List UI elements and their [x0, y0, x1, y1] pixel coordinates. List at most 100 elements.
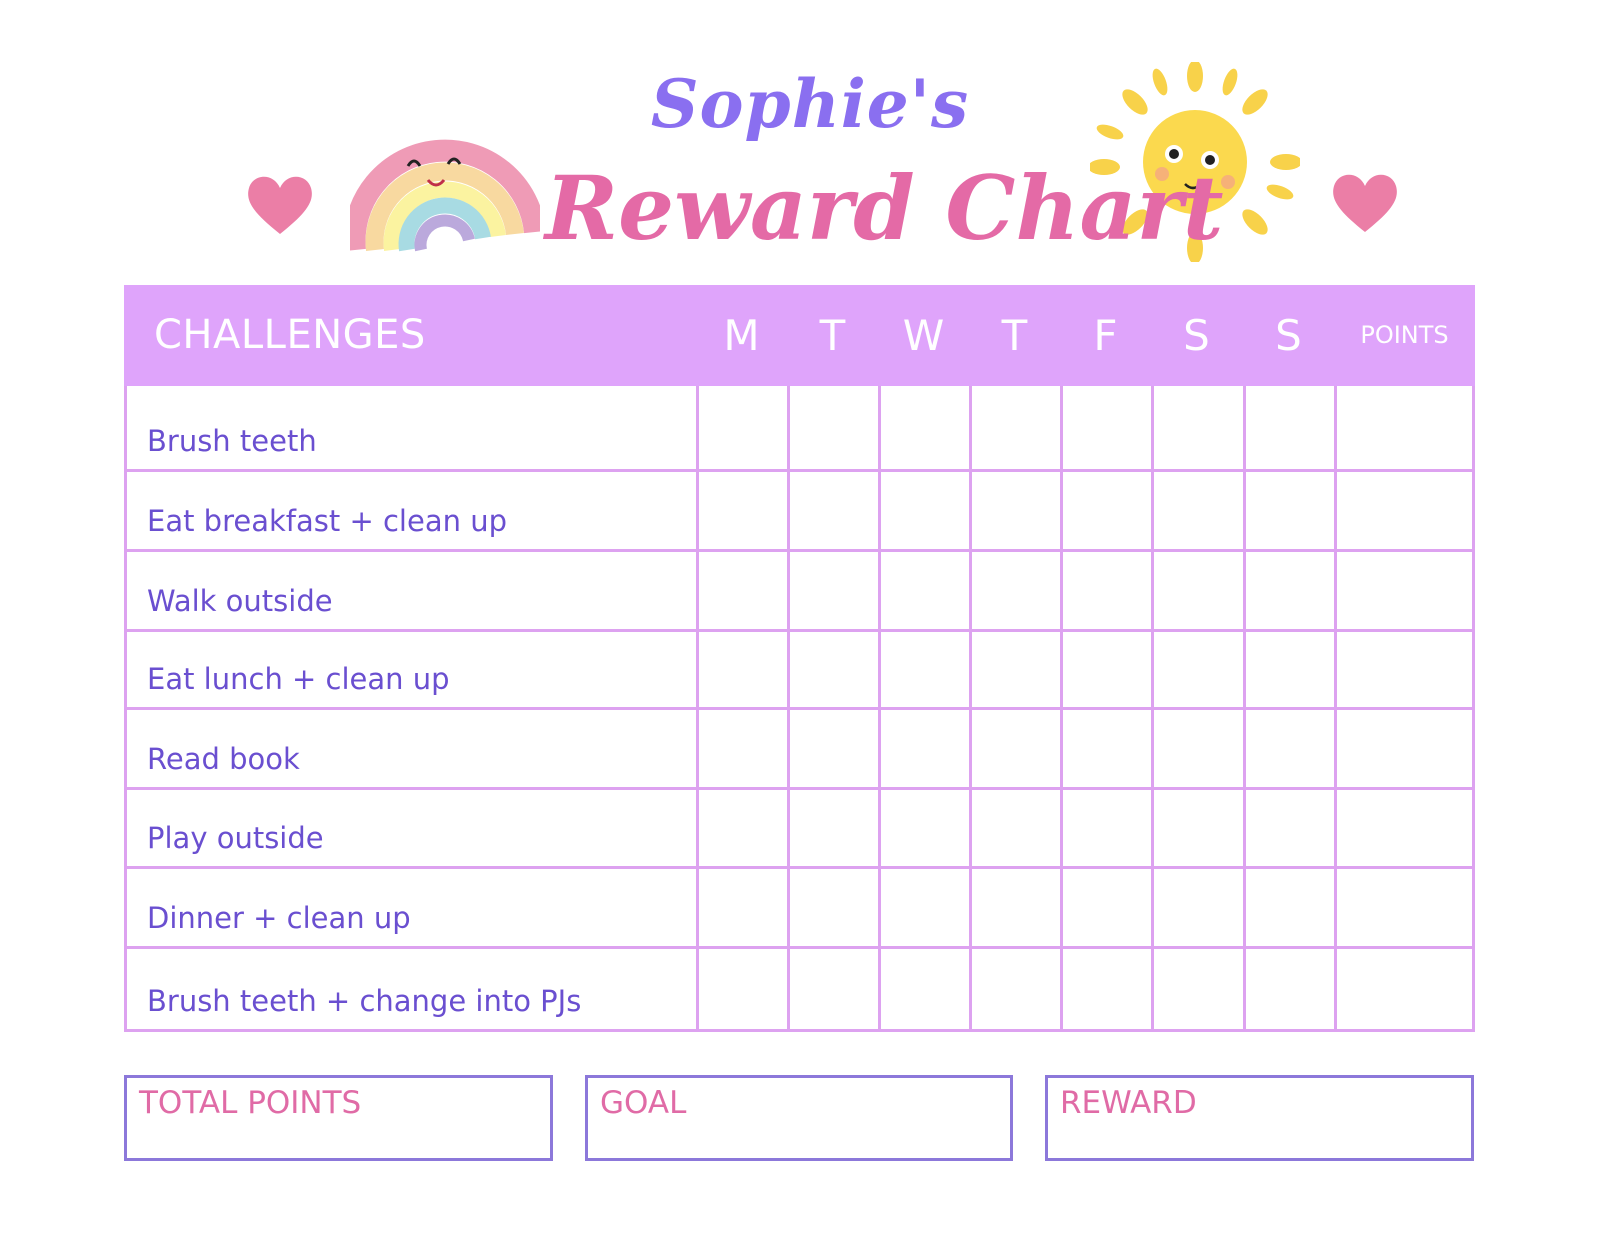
- table-row: Play outside: [127, 790, 1472, 869]
- day-checkbox-cell[interactable]: [878, 632, 972, 707]
- day-checkbox-cell[interactable]: [1060, 552, 1154, 629]
- day-checkbox-cell[interactable]: [1243, 386, 1337, 469]
- day-checkbox-cell[interactable]: [878, 386, 972, 469]
- day-checkbox-cell[interactable]: [696, 710, 790, 787]
- day-checkbox-cell[interactable]: [878, 552, 972, 629]
- table-row: Brush teeth + change into PJs: [127, 949, 1472, 1032]
- task-label: Read book: [147, 742, 300, 776]
- day-checkbox-cell[interactable]: [1151, 472, 1246, 549]
- goal-label: GOAL: [600, 1085, 687, 1121]
- table-header: CHALLENGES M T W T F S S POINTS: [124, 285, 1475, 386]
- table-row: Brush teeth: [127, 386, 1472, 472]
- day-checkbox-cell[interactable]: [1060, 790, 1154, 866]
- task-label: Dinner + clean up: [147, 901, 411, 935]
- day-checkbox-cell[interactable]: [1151, 632, 1246, 707]
- day-checkbox-cell[interactable]: [787, 869, 881, 946]
- reward-box[interactable]: REWARD: [1045, 1075, 1474, 1161]
- day-checkbox-cell[interactable]: [787, 386, 881, 469]
- day-checkbox-cell[interactable]: [969, 386, 1063, 469]
- day-header: W: [902, 311, 945, 360]
- points-cell[interactable]: [1334, 790, 1475, 866]
- table-row: Read book: [127, 710, 1472, 790]
- day-checkbox-cell[interactable]: [969, 869, 1063, 946]
- points-header: POINTS: [1360, 321, 1449, 349]
- day-checkbox-cell[interactable]: [787, 790, 881, 866]
- day-checkbox-cell[interactable]: [1060, 632, 1154, 707]
- day-checkbox-cell[interactable]: [696, 949, 790, 1029]
- day-checkbox-cell[interactable]: [1151, 869, 1246, 946]
- day-checkbox-cell[interactable]: [1243, 790, 1337, 866]
- day-checkbox-cell[interactable]: [1151, 790, 1246, 866]
- day-checkbox-cell[interactable]: [1060, 710, 1154, 787]
- goal-box[interactable]: GOAL: [585, 1075, 1013, 1161]
- points-cell[interactable]: [1334, 632, 1475, 707]
- table-body: Brush teeth Eat breakfast + clean up Walk …: [124, 386, 1475, 1032]
- table-row: Eat lunch + clean up: [127, 632, 1472, 710]
- day-checkbox-cell[interactable]: [1243, 949, 1337, 1029]
- task-label: Play outside: [147, 821, 324, 855]
- day-checkbox-cell[interactable]: [787, 632, 881, 707]
- sun-icon: [1090, 62, 1300, 262]
- day-header: T: [819, 311, 846, 360]
- heart-icon: [248, 176, 312, 234]
- title-name: Sophie's: [650, 65, 970, 143]
- day-checkbox-cell[interactable]: [969, 632, 1063, 707]
- day-checkbox-cell[interactable]: [1243, 632, 1337, 707]
- points-cell[interactable]: [1334, 552, 1475, 629]
- day-checkbox-cell[interactable]: [696, 386, 790, 469]
- points-cell[interactable]: [1334, 949, 1475, 1029]
- table-row: Walk outside: [127, 552, 1472, 632]
- day-header: M: [723, 311, 760, 360]
- day-checkbox-cell[interactable]: [878, 949, 972, 1029]
- day-checkbox-cell[interactable]: [696, 869, 790, 946]
- day-checkbox-cell[interactable]: [787, 472, 881, 549]
- day-checkbox-cell[interactable]: [1060, 869, 1154, 946]
- rainbow-icon: [350, 139, 540, 252]
- day-checkbox-cell[interactable]: [696, 632, 790, 707]
- table-row: Eat breakfast + clean up: [127, 472, 1472, 552]
- day-checkbox-cell[interactable]: [696, 472, 790, 549]
- table-row: Dinner + clean up: [127, 869, 1472, 949]
- day-checkbox-cell[interactable]: [1243, 710, 1337, 787]
- points-cell[interactable]: [1334, 472, 1475, 549]
- reward-table: CHALLENGES M T W T F S S POINTS Brush te…: [124, 285, 1475, 1032]
- day-checkbox-cell[interactable]: [878, 472, 972, 549]
- day-header: S: [1183, 311, 1210, 360]
- day-checkbox-cell[interactable]: [969, 472, 1063, 549]
- page-title: Reward Chart: [545, 156, 1224, 260]
- day-checkbox-cell[interactable]: [878, 869, 972, 946]
- day-checkbox-cell[interactable]: [1151, 710, 1246, 787]
- challenges-header: CHALLENGES: [154, 312, 426, 358]
- day-checkbox-cell[interactable]: [696, 552, 790, 629]
- day-checkbox-cell[interactable]: [787, 710, 881, 787]
- day-checkbox-cell[interactable]: [878, 710, 972, 787]
- heart-icon: [1333, 174, 1397, 232]
- day-checkbox-cell[interactable]: [787, 949, 881, 1029]
- day-checkbox-cell[interactable]: [1060, 386, 1154, 469]
- day-checkbox-cell[interactable]: [969, 710, 1063, 787]
- day-checkbox-cell[interactable]: [1151, 552, 1246, 629]
- task-label: Walk outside: [147, 584, 333, 618]
- reward-label: REWARD: [1060, 1085, 1197, 1121]
- day-checkbox-cell[interactable]: [1243, 552, 1337, 629]
- day-checkbox-cell[interactable]: [696, 790, 790, 866]
- day-checkbox-cell[interactable]: [1060, 949, 1154, 1029]
- total-points-label: TOTAL POINTS: [139, 1085, 362, 1121]
- day-checkbox-cell[interactable]: [878, 790, 972, 866]
- task-label: Brush teeth: [147, 424, 317, 458]
- day-checkbox-cell[interactable]: [1060, 472, 1154, 549]
- points-cell[interactable]: [1334, 710, 1475, 787]
- day-checkbox-cell[interactable]: [969, 790, 1063, 866]
- points-cell[interactable]: [1334, 386, 1475, 469]
- day-checkbox-cell[interactable]: [1243, 869, 1337, 946]
- day-checkbox-cell[interactable]: [787, 552, 881, 629]
- day-checkbox-cell[interactable]: [969, 552, 1063, 629]
- day-header: T: [1001, 311, 1028, 360]
- day-checkbox-cell[interactable]: [1151, 386, 1246, 469]
- day-checkbox-cell[interactable]: [969, 949, 1063, 1029]
- total-points-box[interactable]: TOTAL POINTS: [124, 1075, 553, 1161]
- day-checkbox-cell[interactable]: [1243, 472, 1337, 549]
- day-header: S: [1275, 311, 1302, 360]
- day-checkbox-cell[interactable]: [1151, 949, 1246, 1029]
- points-cell[interactable]: [1334, 869, 1475, 946]
